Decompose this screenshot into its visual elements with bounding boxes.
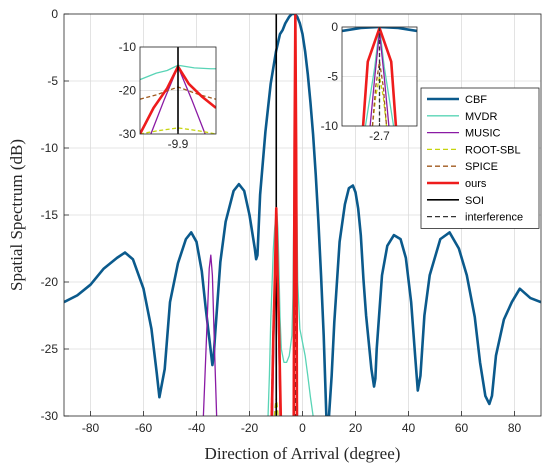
inset-series-mvdr <box>364 27 395 126</box>
x-tick-label: 20 <box>349 421 363 435</box>
legend-label-soi: SOI <box>465 195 484 207</box>
y-axis-title: Spatial Spectrum (dB) <box>7 139 26 291</box>
legend-box <box>420 87 540 229</box>
series-layer <box>64 14 541 416</box>
legend-label-music: MUSIC <box>465 128 501 140</box>
x-tick-label: 40 <box>402 421 416 435</box>
series-ours <box>270 14 299 416</box>
x-tick-label: 60 <box>455 421 469 435</box>
inset-series-music <box>369 31 390 126</box>
legend-label-spice: SPICE <box>465 161 498 173</box>
inset-y-tick-label: -30 <box>119 127 137 141</box>
inset-series-group <box>140 47 216 134</box>
inset-series-root-sbl <box>140 127 216 134</box>
inset-y-tick-label: 0 <box>331 20 338 34</box>
x-tick-label: 0 <box>299 421 306 435</box>
legend-label-cbf: CBF <box>465 94 487 106</box>
inset-zoom-soi: -10 -20 -30 -9.9 <box>119 40 217 151</box>
legend-label-interference: interference <box>465 212 523 224</box>
series-cbf <box>64 14 541 416</box>
x-tick-label: -20 <box>241 421 259 435</box>
inset-series-spice <box>371 61 388 126</box>
x-tick-label: 80 <box>508 421 522 435</box>
x-tick-label: -80 <box>82 421 100 435</box>
y-tick-label: -30 <box>41 409 59 423</box>
y-tick-label: 0 <box>51 7 58 21</box>
inset-series-cbf <box>342 27 417 33</box>
y-tick-label: -10 <box>41 141 59 155</box>
inset-y-tick-label: -10 <box>119 40 137 54</box>
inset-y-tick-label: -5 <box>327 70 338 84</box>
inset-x-tick-label: -2.7 <box>369 129 390 143</box>
legend-label-ours: ours <box>465 178 487 190</box>
y-tick-label: -5 <box>47 74 58 88</box>
y-tick-label: -25 <box>41 342 59 356</box>
inset-series-group <box>342 27 417 126</box>
y-tick-label: -20 <box>41 275 59 289</box>
x-axis-title: Direction of Arrival (degree) <box>205 444 401 463</box>
x-tick-label: -40 <box>188 421 206 435</box>
y-tick-label: -15 <box>41 208 59 222</box>
axes: -80 -60 -40 -20 0 20 40 60 80 0 -5 -10 -15 -20 -25 -30 <box>41 7 542 435</box>
inset-y-tick-label: -20 <box>119 84 137 98</box>
inset-zoom-interference: 0 -5 -10 -2.7 <box>321 20 418 143</box>
inset-x-tick-label: -9.9 <box>168 137 189 151</box>
legend-label-mvdr: MVDR <box>465 111 497 123</box>
legend: CBF MVDR MUSIC ROOT-SBL SPICE ours SOI interfer… <box>420 87 540 229</box>
x-tick-label: -60 <box>135 421 153 435</box>
legend-label-root-sbl: ROOT-SBL <box>465 144 521 156</box>
inset-y-tick-label: -10 <box>321 119 339 133</box>
